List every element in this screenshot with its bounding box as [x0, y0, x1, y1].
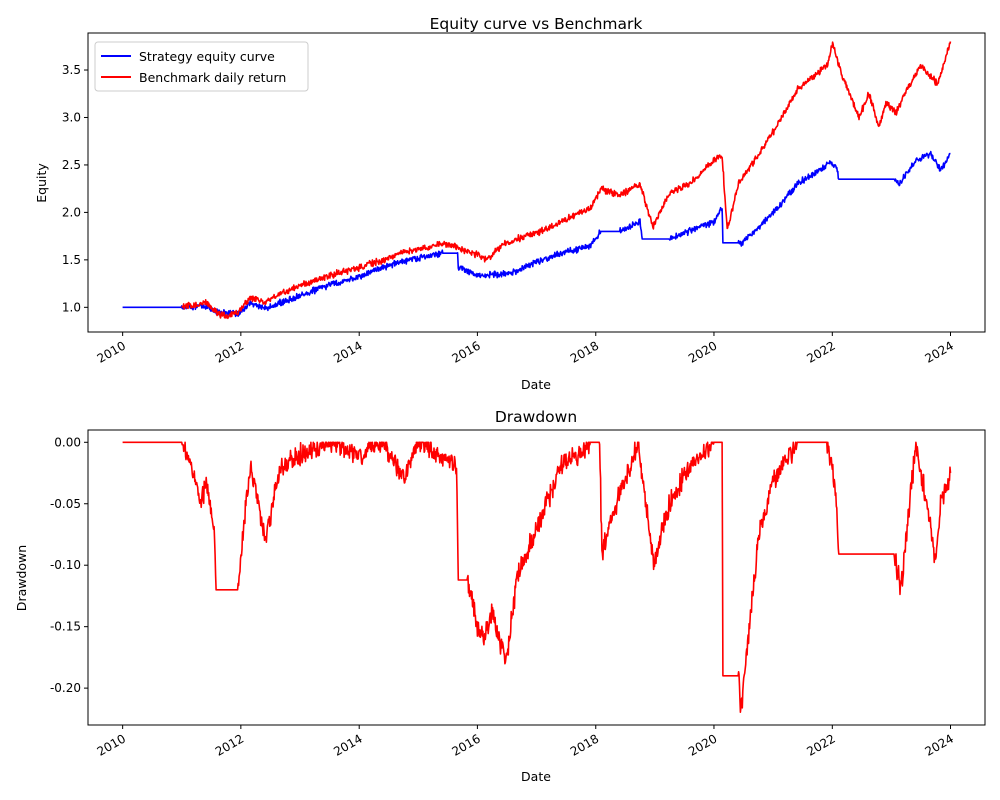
- drawdown-y-tick-label: -0.10: [50, 558, 81, 572]
- equity-y-tick-label: 2.0: [62, 205, 81, 219]
- drawdown-y-tick-label: -0.05: [50, 497, 81, 511]
- equity-series-line-1: [181, 41, 952, 320]
- equity-y-tick-label: 3.0: [62, 110, 81, 124]
- drawdown-plot-frame: [87, 429, 986, 726]
- drawdown-series-layer: [122, 441, 952, 713]
- equity-y-ticks: 1.0 1.5 2.0 2.5 3.0 3.5: [62, 63, 88, 314]
- drawdown-y-ticks: 0.00 -0.05 -0.10 -0.15 -0.20: [50, 435, 88, 695]
- equity-x-axis-label: Date: [521, 377, 551, 392]
- legend-label-strategy: Strategy equity curve: [139, 49, 275, 64]
- equity-series-layer: [122, 41, 952, 320]
- drawdown-y-tick-label: 0.00: [54, 435, 81, 449]
- equity-chart-title: Equity curve vs Benchmark: [430, 15, 643, 33]
- equity-plot-frame: [87, 32, 986, 333]
- drawdown-chart-title: Drawdown: [495, 408, 577, 426]
- drawdown-y-axis-label: Drawdown: [14, 545, 29, 611]
- equity-y-tick-label: 1.5: [62, 253, 81, 267]
- drawdown-y-tick-label: -0.15: [50, 620, 81, 634]
- equity-chart: Equity curve vs Benchmark 1.0 1.5 2.0 2.5 3.…: [34, 15, 986, 392]
- equity-y-tick-label: 1.0: [62, 300, 81, 314]
- equity-y-tick-label: 3.5: [62, 63, 81, 77]
- equity-series-line-0: [122, 150, 951, 318]
- equity-y-tick-label: 2.5: [62, 158, 81, 172]
- legend-box: [94, 41, 309, 92]
- equity-y-axis-label: Equity: [34, 163, 49, 203]
- drawdown-series-line-0: [122, 441, 952, 713]
- legend-label-benchmark: Benchmark daily return: [139, 70, 286, 85]
- legend: Strategy equity curve Benchmark daily re…: [94, 41, 309, 92]
- drawdown-x-axis-label: Date: [521, 769, 551, 784]
- drawdown-y-tick-label: -0.20: [50, 681, 81, 695]
